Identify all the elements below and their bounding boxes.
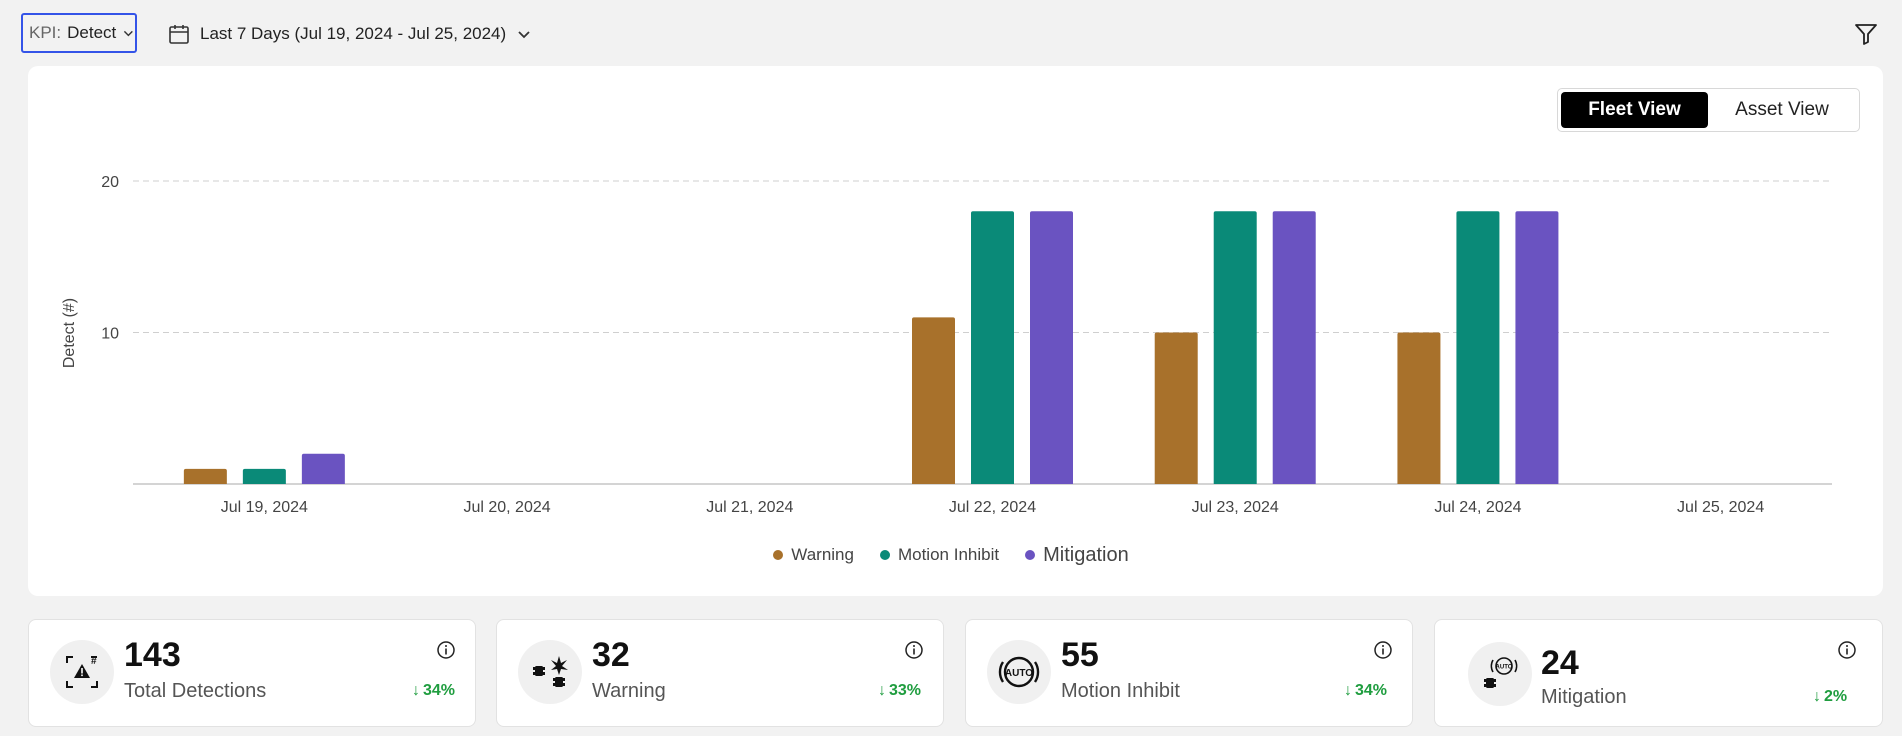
legend-label: Warning	[791, 545, 854, 564]
x-tick-label: Jul 20, 2024	[463, 499, 550, 516]
stat-label: Mitigation	[1541, 686, 1627, 708]
view-toggle: Fleet View Asset View	[1557, 88, 1860, 132]
legend-item-mitigation[interactable]: Mitigation	[1025, 544, 1129, 567]
legend-dot	[879, 550, 890, 560]
legend-label: Motion Inhibit	[897, 545, 1000, 564]
legend-label: Mitigation	[1043, 543, 1129, 566]
bar-warning	[1154, 332, 1198, 484]
info-icon[interactable]	[436, 640, 456, 660]
stat-card-motion-inhibit: AUTO 55 Motion Inhibit ↓ 34%	[965, 619, 1413, 727]
bar-mitigation	[301, 453, 345, 484]
legend-item-warning[interactable]: Warning	[773, 545, 854, 565]
bar-motion-inhibit	[1213, 211, 1257, 485]
x-tick-label: Jul 25, 2024	[1677, 499, 1764, 516]
legend-dot	[773, 550, 784, 560]
x-tick-label: Jul 21, 2024	[706, 499, 793, 516]
filter-icon[interactable]	[1852, 20, 1880, 48]
chart-card	[28, 66, 1883, 596]
info-icon[interactable]	[1373, 640, 1393, 660]
auto-brake-icon: AUTO	[987, 640, 1051, 704]
info-icon[interactable]	[904, 640, 924, 660]
bar-mitigation	[1030, 211, 1073, 485]
warning-collision-icon	[518, 640, 582, 704]
arrow-down-icon: ↓	[1813, 688, 1821, 705]
stat-card-warning: 32 Warning ↓ 33%	[496, 619, 944, 727]
chevron-down-icon	[124, 30, 134, 37]
trend-down-badge: ↓ 34%	[1344, 682, 1388, 699]
x-tick-label: Jul 24, 2024	[1434, 499, 1521, 516]
bar-motion-inhibit	[971, 211, 1014, 485]
arrow-down-icon: ↓	[1344, 682, 1352, 699]
stat-value: 55	[1061, 636, 1099, 674]
kpi-label: KPI:	[29, 23, 62, 42]
bar-warning	[912, 317, 955, 484]
svg-text:AUTO: AUTO	[1005, 668, 1033, 679]
stat-label: Motion Inhibit	[1061, 680, 1180, 702]
bar-warning	[183, 468, 227, 484]
legend-item-motion-inhibit[interactable]: Motion Inhibit	[879, 545, 1000, 565]
x-tick-label: Jul 23, 2024	[1192, 499, 1279, 516]
date-range-picker[interactable]: Last 7 Days (Jul 19, 2024 - Jul 25, 2024…	[168, 18, 532, 50]
detect-bar-chart: 10 20 Detect (#) Jul 19, 2024 Jul 20, 2024 Ju…	[61, 174, 1832, 516]
calendar-icon	[169, 25, 189, 44]
trend-down-badge: ↓ 33%	[878, 682, 922, 699]
y-tick-label: 20	[101, 174, 119, 191]
bar-mitigation	[1515, 211, 1559, 485]
toolbar: KPI: Detect Last 7 Days (Jul 19, 2024 - …	[0, 0, 1902, 66]
stat-label: Total Detections	[124, 680, 267, 702]
stat-value: 32	[592, 636, 630, 674]
stat-value: 24	[1541, 644, 1579, 682]
kpi-dropdown[interactable]: KPI: Detect	[21, 13, 137, 53]
kpi-value: Detect	[67, 23, 117, 42]
arrow-down-icon: ↓	[878, 682, 886, 699]
x-tick-label: Jul 19, 2024	[221, 499, 308, 516]
arrow-down-icon: ↓	[412, 682, 420, 699]
stat-card-total-detections: # 143 Total Detections ↓ 34%	[28, 619, 476, 727]
fleet-view-button[interactable]: Fleet View	[1561, 92, 1708, 128]
svg-text:AUTO: AUTO	[1496, 665, 1513, 671]
svg-text:#: #	[91, 656, 97, 667]
bar-mitigation	[1272, 211, 1316, 485]
total-detections-icon: #	[50, 640, 114, 704]
bar-motion-inhibit	[1456, 211, 1500, 485]
bar-motion-inhibit	[242, 468, 286, 484]
stat-value: 143	[124, 636, 181, 674]
x-tick-label: Jul 22, 2024	[949, 499, 1036, 516]
y-tick-label: 10	[101, 326, 119, 343]
stat-card-mitigation: AUTO 24 Mitigation ↓ 2%	[1434, 619, 1883, 727]
stat-label: Warning	[592, 680, 666, 702]
trend-down-badge: ↓ 34%	[412, 682, 456, 699]
mitigation-icon: AUTO	[1468, 642, 1532, 706]
legend-dot	[1025, 550, 1036, 560]
asset-view-button[interactable]: Asset View	[1735, 99, 1829, 120]
trend-down-badge: ↓ 2%	[1813, 688, 1848, 705]
date-range-text: Last 7 Days (Jul 19, 2024 - Jul 25, 2024…	[200, 24, 507, 43]
y-axis-label: Detect (#)	[61, 298, 78, 368]
info-icon[interactable]	[1837, 640, 1857, 660]
bar-warning	[1397, 332, 1441, 484]
chevron-down-icon	[518, 31, 530, 39]
chart-legend: Warning Motion Inhibit Mitigation	[0, 540, 1902, 570]
